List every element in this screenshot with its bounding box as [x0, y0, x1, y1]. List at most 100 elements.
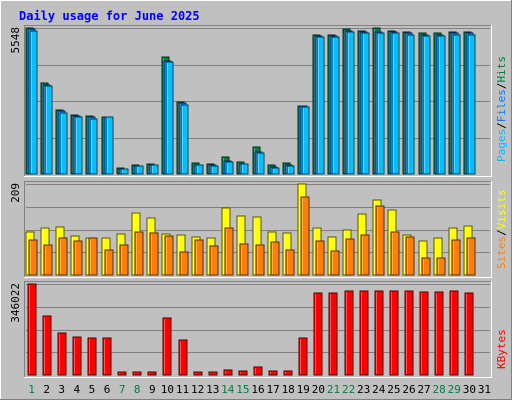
bar-kbytes-day-17 [268, 370, 278, 376]
x-tick-label-day-26: 26 [402, 383, 415, 396]
bar-kbytes-day-30 [464, 292, 474, 376]
bar-sites-day-6 [104, 249, 114, 276]
x-tick-label-day-7: 7 [119, 383, 126, 396]
bar-pages-day-13 [210, 165, 219, 175]
x-tick-label-day-6: 6 [104, 383, 111, 396]
bar-kbytes-day-5 [87, 337, 97, 376]
bar-pages-day-9 [150, 164, 159, 175]
legend-pages: Pages [495, 129, 508, 162]
bar-sites-day-14 [224, 227, 234, 276]
chart-panels: 5548Pages/Files/Hits209Sites/Visits34602… [9, 25, 508, 378]
x-tick-label-day-22: 22 [342, 383, 355, 396]
bar-kbytes-day-8 [132, 371, 142, 376]
panel-legend: KBytes [495, 329, 508, 369]
bar-sites-day-4 [73, 240, 83, 276]
bar-pages-day-15 [240, 163, 249, 175]
bar-sites-day-21 [330, 250, 340, 276]
x-tick-label-day-18: 18 [282, 383, 295, 396]
panel-visits-sites: 209 Sites/Visits [9, 181, 508, 278]
bar-kbytes-day-27 [419, 291, 429, 376]
legend-separator: / [495, 229, 508, 236]
x-tick-label-day-30: 30 [463, 383, 476, 396]
bar-kbytes-day-12 [193, 371, 203, 376]
bar-pages-day-30 [467, 34, 476, 175]
x-tick-label-day-24: 24 [372, 383, 386, 396]
x-tick-label-day-21: 21 [327, 383, 340, 396]
y-axis-max-label: 5548 [9, 27, 22, 54]
x-tick-label-day-16: 16 [251, 383, 264, 396]
bar-sites-day-25 [390, 231, 400, 276]
bar-sites-day-8 [134, 231, 144, 276]
bar-kbytes-day-25 [389, 290, 399, 376]
bar-sites-day-23 [360, 234, 370, 276]
x-tick-label-day-28: 28 [433, 383, 446, 396]
bar-pages-day-29 [452, 34, 461, 175]
bar-pages-day-6 [105, 116, 114, 175]
y-axis-max-label: 209 [9, 183, 22, 203]
x-tick-label-day-15: 15 [236, 383, 249, 396]
bar-pages-day-11 [180, 104, 189, 175]
legend-sites: Sites [495, 236, 508, 269]
bar-pages-day-1 [29, 30, 38, 175]
bar-sites-day-5 [88, 237, 98, 276]
bar-kbytes-day-13 [208, 371, 218, 376]
x-tick-label-day-10: 10 [161, 383, 174, 396]
legend-separator: / [495, 122, 508, 129]
x-tick-label-day-12: 12 [191, 383, 204, 396]
bar-kbytes-day-2 [42, 315, 52, 376]
bar-kbytes-day-23 [359, 290, 369, 376]
x-tick-label-day-27: 27 [417, 383, 430, 396]
x-tick-label-day-19: 19 [297, 383, 310, 396]
bar-sites-day-19 [300, 196, 310, 276]
legend-files: Files [495, 89, 508, 122]
bar-sites-day-29 [451, 239, 461, 276]
x-tick-label-day-11: 11 [176, 383, 189, 396]
bar-pages-day-18 [286, 165, 295, 175]
bar-pages-day-8 [135, 165, 144, 175]
legend-visits: Visits [495, 190, 508, 230]
panel-plot-area [24, 281, 492, 378]
bar-sites-day-24 [375, 205, 385, 276]
bar-kbytes-day-4 [72, 336, 82, 376]
bar-pages-day-17 [271, 167, 280, 175]
x-tick-label-day-2: 2 [43, 383, 50, 396]
x-tick-label-day-5: 5 [89, 383, 96, 396]
x-tick-label-day-23: 23 [357, 383, 370, 396]
legend-separator: / [495, 83, 508, 90]
x-tick-label-day-31: 31 [478, 383, 491, 396]
bar-kbytes-day-14 [223, 369, 233, 376]
bar-sites-day-11 [179, 251, 189, 276]
bar-sites-day-17 [270, 241, 280, 276]
bar-kbytes-day-11 [178, 339, 188, 376]
bar-sites-day-7 [119, 244, 129, 276]
bar-pages-day-22 [346, 31, 355, 175]
panel-kbytes: 346022 KBytes [9, 281, 508, 378]
bar-sites-day-16 [255, 244, 265, 276]
x-tick-label-day-13: 13 [206, 383, 219, 396]
legend-hits: Hits [495, 56, 508, 83]
panel-legend: Sites/Visits [495, 190, 508, 270]
bar-pages-day-20 [316, 36, 325, 175]
x-tick-label-day-17: 17 [266, 383, 279, 396]
bar-sites-day-12 [194, 239, 204, 276]
bar-pages-day-16 [256, 152, 265, 175]
bar-sites-day-10 [164, 235, 174, 276]
bar-kbytes-day-28 [434, 291, 444, 376]
bar-pages-day-27 [422, 35, 431, 175]
bar-sites-day-26 [405, 236, 415, 276]
bar-kbytes-day-29 [449, 290, 459, 376]
bar-sites-day-22 [345, 238, 355, 276]
y-axis-max-label: 346022 [9, 283, 22, 323]
bar-pages-day-2 [44, 85, 53, 175]
bar-kbytes-day-16 [253, 366, 263, 376]
bar-kbytes-day-21 [328, 292, 338, 376]
bar-kbytes-day-18 [283, 370, 293, 376]
bar-pages-day-3 [59, 112, 68, 175]
x-tick-label-day-20: 20 [312, 383, 325, 396]
bar-sites-day-15 [239, 243, 249, 276]
bar-kbytes-day-9 [147, 371, 157, 376]
x-tick-label-day-9: 9 [149, 383, 156, 396]
bar-kbytes-day-6 [102, 337, 112, 376]
bar-sites-day-13 [209, 245, 219, 276]
